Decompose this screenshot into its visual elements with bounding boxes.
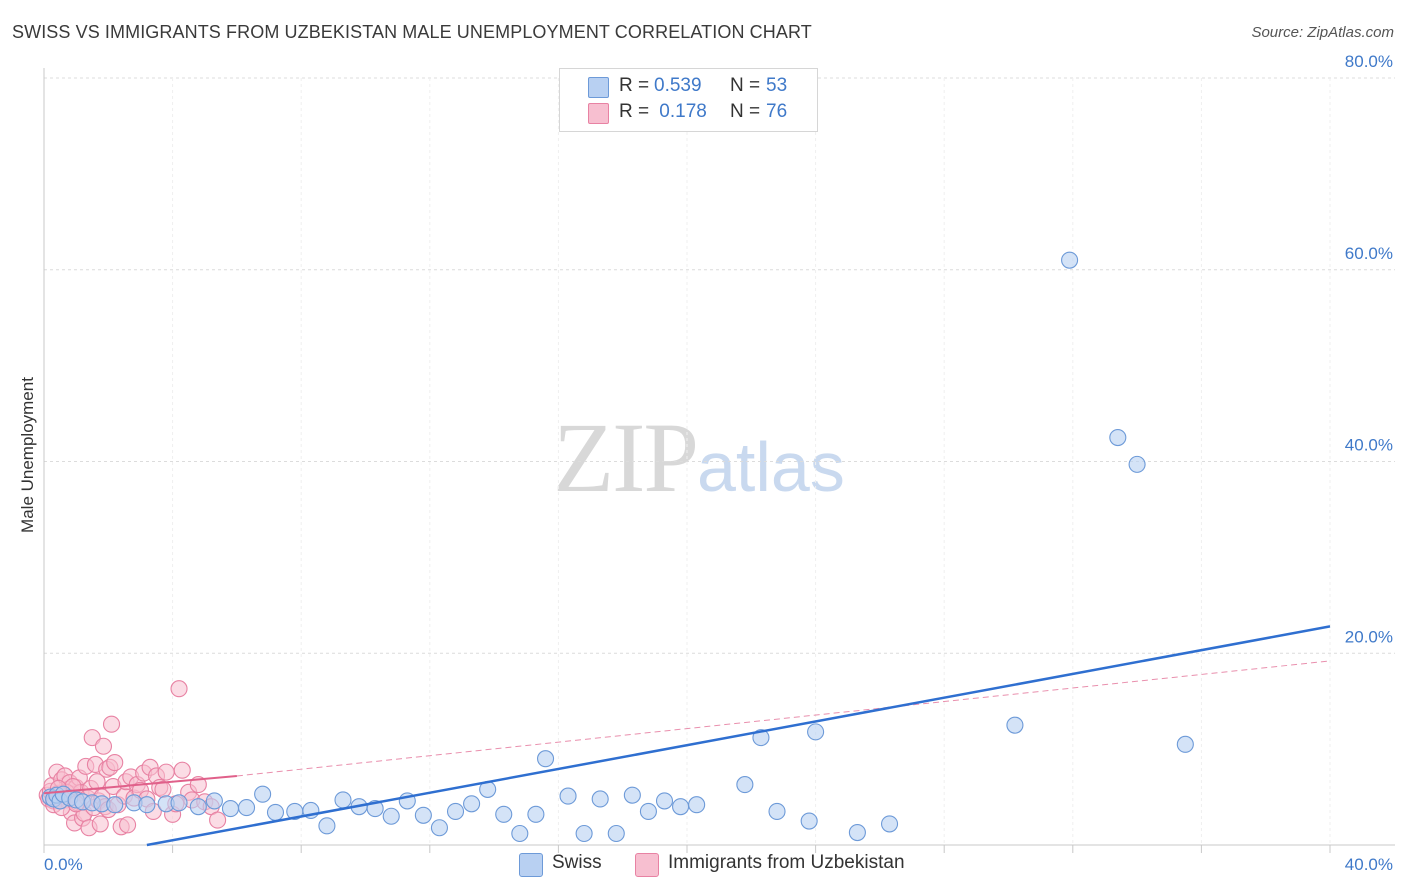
swiss-point [446, 802, 465, 820]
swiss-point [1128, 455, 1146, 473]
y-tick-label: 20.0% [1345, 627, 1393, 646]
legend-swatch-uzbekistan [635, 853, 659, 877]
legend-swatch-uzbekistan [588, 103, 609, 124]
swiss-point [1176, 735, 1194, 753]
swiss-point [736, 776, 754, 794]
uzbekistan-point [209, 811, 227, 829]
legend-n-label: N = [730, 101, 761, 122]
swiss-point [189, 798, 207, 816]
swiss-point [1006, 716, 1024, 734]
legend-label-uzbekistan: Immigrants from Uzbekistan [668, 852, 905, 873]
gridlines [44, 77, 1395, 845]
uzbekistan-point [102, 715, 121, 733]
swiss-point [495, 805, 513, 823]
swiss-point [623, 786, 641, 804]
uzbekistan-trend-extension [236, 660, 1331, 777]
swiss-point [334, 791, 352, 809]
legend-n-label: N = [730, 75, 761, 96]
swiss-trend-line [146, 625, 1331, 847]
source-credit: Source: ZipAtlas.com [1251, 24, 1394, 41]
trend-lines [43, 625, 1331, 847]
swiss-point [752, 729, 770, 747]
correlation-legend: R = 0.539 N = 53 R = 0.178 N = 76 [559, 68, 818, 132]
swiss-point [221, 800, 240, 818]
legend-r-value: 0.539 [654, 75, 702, 96]
swiss-point [254, 785, 272, 803]
legend-swatch-swiss [519, 853, 543, 877]
swiss-point [138, 796, 156, 814]
swiss-point [688, 796, 706, 814]
uzbekistan-trend-line [43, 774, 237, 795]
swiss-point [463, 795, 481, 813]
legend-r-label: R = [619, 101, 650, 122]
x-tick-label: 40.0% [1345, 855, 1393, 874]
watermark-atlas: atlas [697, 428, 845, 506]
swiss-point [768, 802, 786, 820]
uzbekistan-point [91, 815, 109, 833]
swiss-point [237, 799, 256, 817]
watermark: ZIPatlas [553, 400, 845, 515]
uzbekistan-point [94, 737, 113, 755]
legend-n-value: 76 [766, 101, 788, 122]
swiss-point [414, 806, 432, 824]
uzbekistan-point [83, 729, 101, 747]
swiss-point [591, 790, 609, 808]
legend-label-swiss: Swiss [552, 852, 602, 873]
swiss-point [848, 823, 866, 842]
swiss-point [536, 750, 555, 768]
chart-title: SWISS VS IMMIGRANTS FROM UZBEKISTAN MALE… [12, 22, 812, 42]
swiss-point [205, 792, 223, 810]
swiss-point [1109, 428, 1127, 447]
swiss-point [807, 723, 825, 741]
y-tick-label: 60.0% [1345, 244, 1393, 263]
uzbekistan-point [119, 816, 137, 834]
swiss-point [800, 812, 818, 830]
axes [43, 68, 1395, 853]
swiss-point [170, 794, 188, 812]
uzbekistan-point [173, 761, 191, 779]
swiss-point [639, 802, 657, 820]
tick-labels: 20.0% 40.0% 60.0% 80.0% 0.0% 40.0% [44, 52, 1393, 874]
swiss-point [318, 817, 336, 835]
uzbekistan-point [157, 763, 175, 781]
swiss-point [575, 824, 593, 843]
y-tick-label: 40.0% [1345, 436, 1393, 455]
swiss-point [655, 792, 674, 810]
uzbekistan-point [106, 753, 124, 772]
x-tick-label: 0.0% [44, 855, 83, 874]
swiss-point [1061, 251, 1079, 269]
legend-r-label: R = [619, 75, 650, 96]
swiss-point [607, 824, 625, 843]
swiss-point [672, 798, 690, 816]
swiss-points [41, 251, 1194, 843]
legend-swatch-swiss [588, 77, 609, 98]
legend-n-value: 53 [766, 75, 788, 96]
legend-r-value: 0.178 [654, 101, 707, 122]
y-tick-label: 80.0% [1345, 52, 1393, 71]
swiss-point [430, 819, 448, 837]
swiss-point [880, 815, 899, 833]
swiss-point [382, 807, 400, 825]
swiss-point [527, 805, 545, 823]
swiss-point [511, 824, 529, 843]
swiss-point [559, 787, 577, 805]
uzbekistan-point [88, 773, 106, 791]
swiss-point [266, 803, 285, 821]
swiss-point [106, 796, 124, 814]
uzbekistan-point [170, 680, 188, 698]
watermark-zip: ZIP [553, 402, 699, 513]
